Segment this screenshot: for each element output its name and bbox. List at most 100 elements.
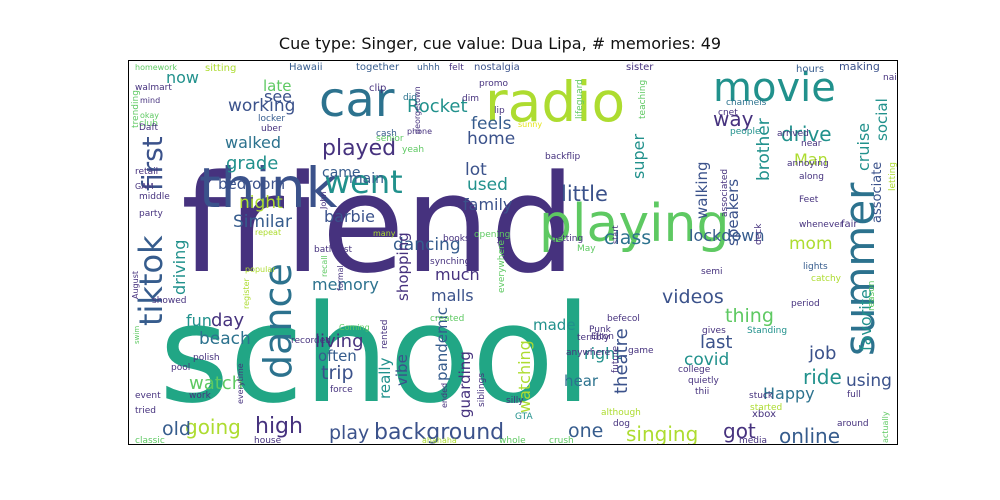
word-radio: radio [485,70,625,134]
word-cruise: cruise [854,123,873,171]
word-future: future [611,345,621,373]
word-force: force [330,385,353,395]
word-movie: movie [713,65,836,111]
word-august: August [131,271,140,299]
word-playing: playing [539,194,730,254]
word-kid: kid [497,231,507,244]
word-felt: felt [449,63,464,73]
word-promo: promo [479,79,508,89]
word-high: high [255,414,303,439]
word-reason: reason [867,281,877,311]
word-associate: associate [870,162,885,223]
word-polish: polish [193,353,220,363]
word-elton: Elton [591,332,614,342]
word-dancing: dancing [393,235,461,255]
word-often: often [318,347,357,365]
word-watching: watching [515,340,534,413]
word-uber: uber [261,124,282,134]
word-videos: videos [662,286,724,308]
word-fun: fun [186,311,212,330]
word-sunny: sunny [518,120,542,129]
word-really: really [376,357,394,399]
word-thing: thing [725,305,774,327]
word-tiktok: tiktok [132,235,170,326]
word-formal: formal [336,265,345,291]
word-register: register [242,277,251,309]
word-opening: opening [474,230,510,240]
word-man: Man [794,150,828,169]
word-everywhere: everywhere [497,239,507,293]
word-punk: Punk [589,325,612,335]
word-drive: drive [781,122,832,146]
word-quietly: quietly [688,376,719,386]
word-dog: dog [613,419,630,429]
word-semi: semi [701,267,723,277]
word-cnet: cnet [718,108,738,118]
word-gta: GTA [515,412,533,422]
word-job: job [808,343,836,364]
word-school: school [159,276,592,433]
word-played: played [322,136,396,161]
word-although: although [601,408,641,418]
word-thii: thii [695,387,709,397]
word-guarding: guarding [456,351,474,418]
word-tried: tried [135,406,156,416]
word-play: play [329,422,369,444]
word-period: period [791,299,820,309]
word-yeah: yeah [402,145,424,155]
word-think: think [199,156,338,220]
word-day: day [211,310,244,331]
word-party: party [139,209,163,219]
word-full: full [847,390,861,400]
word-walmart: walmart [135,83,172,93]
word-clip: clip [369,83,386,94]
word-bedroom: bedroom [218,175,285,193]
word-retail: retail [135,167,158,177]
word-house: house [254,436,282,444]
word-going: going [185,415,241,439]
word-whole: whole [499,436,526,444]
word-club: club [139,119,158,129]
word-recall: recall [320,255,329,277]
word-along: along [799,172,824,182]
word-nostalgia: nostalgia [474,62,520,73]
word-deck: deck [754,223,764,245]
word-lockdown: lockdown [689,226,764,245]
word-feet: Feet [799,195,819,205]
word-grade: grade [226,153,278,174]
word-malls: malls [431,286,474,305]
word-annoying: annoying [787,159,829,169]
word-siblings: siblings [477,373,487,407]
word-repeat: repeat [255,228,281,237]
word-happy: Happy [763,384,815,403]
word-game: game [628,346,654,356]
figure-title: Cue type: Singer, cue value: Dua Lipa, #… [278,34,722,53]
word-making: making [839,61,880,73]
word-gives: gives [702,326,726,336]
word-getting: getting [551,234,583,244]
word-driving: driving [170,240,189,295]
word-started: started [750,403,782,413]
word-start: start [611,225,620,244]
word-bathurst: bathurst [314,245,353,255]
word-dim: dim [462,94,479,104]
word-around: around [837,419,869,429]
word-lip: lip [494,106,505,116]
word-okay: okay [140,111,159,120]
word-arrived: arrived [777,129,809,139]
word-much: much [435,265,480,284]
word-many: many [373,229,396,238]
word-teaching: teaching [638,80,648,119]
word-vibe: vibe [393,354,411,386]
word-lights: lights [803,262,828,272]
word-coming: Coming [339,323,370,332]
word-classic: classic [135,436,165,444]
word-gam: GAM [135,182,154,191]
word-little: little [561,182,608,206]
word-homework: homework [135,63,177,72]
word-backflip: backflip [545,152,581,162]
word-now: now [166,68,199,87]
word-home: home [467,129,515,149]
word-made: made [533,316,576,334]
